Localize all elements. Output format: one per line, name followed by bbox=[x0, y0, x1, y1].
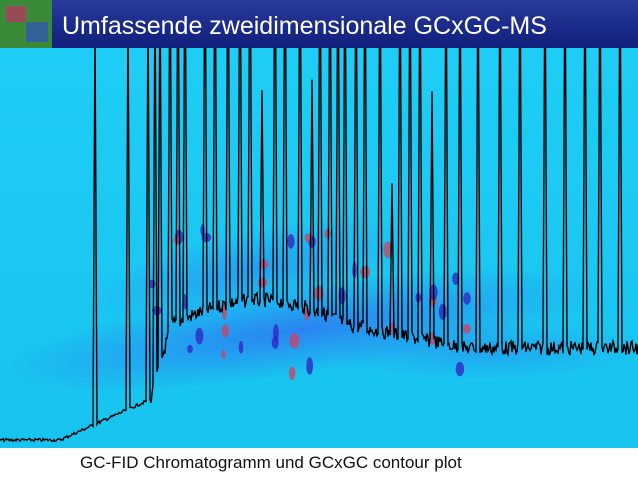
caption: GC-FID Chromatogramm und GCxGC contour p… bbox=[80, 453, 462, 472]
contour-spot bbox=[182, 293, 187, 310]
contour-band bbox=[2, 268, 598, 392]
contour-spot bbox=[452, 272, 460, 285]
chromatogram-trace bbox=[0, 48, 638, 443]
contour-spot bbox=[238, 340, 244, 354]
header-bar bbox=[0, 0, 638, 48]
contour-spot bbox=[360, 265, 370, 279]
thumbnail-detail bbox=[6, 6, 26, 22]
contour-spot bbox=[187, 344, 193, 354]
contour-spot bbox=[455, 361, 465, 377]
slide-title: Umfassende zweidimensionale GCxGC-MS bbox=[62, 12, 547, 40]
contour-spot bbox=[462, 323, 471, 334]
thumbnail-detail bbox=[26, 22, 48, 42]
contour-plot bbox=[0, 48, 638, 443]
contour-band bbox=[320, 320, 638, 380]
contour-spot bbox=[383, 241, 393, 259]
contour-spot bbox=[271, 336, 279, 349]
contour-spot bbox=[288, 366, 296, 381]
contour-spot bbox=[289, 333, 300, 349]
contour-spot bbox=[221, 350, 226, 359]
contour-spot bbox=[438, 303, 447, 320]
contour-spot bbox=[287, 234, 295, 249]
contour-spot bbox=[304, 233, 312, 243]
contour-spot bbox=[195, 327, 204, 345]
contour-spot bbox=[463, 292, 471, 305]
contour-spot bbox=[324, 228, 331, 239]
contour-spot bbox=[306, 357, 314, 375]
contour-spot bbox=[221, 324, 229, 338]
contour-spot bbox=[257, 277, 268, 288]
